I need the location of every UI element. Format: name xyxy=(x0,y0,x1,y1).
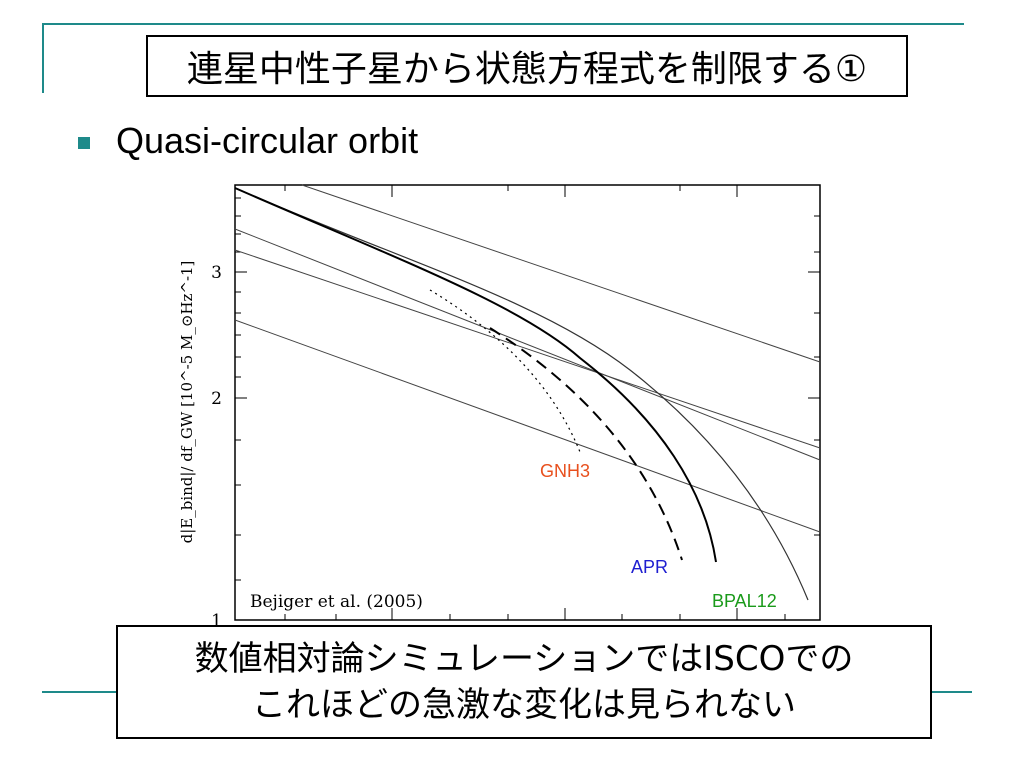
bpal12-bold-curve xyxy=(234,187,717,563)
note-box: 数値相対論シミュレーションではISCOでの これほどの急激な変化は見られない xyxy=(116,625,932,739)
note-line-2: これほどの急激な変化は見られない xyxy=(252,685,796,725)
slide-title: 連星中性子星から状態方程式を制限する① xyxy=(146,35,908,97)
apr-label: APR xyxy=(631,557,668,577)
guide-line-4 xyxy=(234,319,821,533)
x-ticks xyxy=(284,185,786,620)
y-tick-label-2: 2 xyxy=(211,389,222,409)
bullet-text: Quasi-circular orbit xyxy=(116,120,419,161)
note-line-1: 数値相対論シミュレーションではISCOでの xyxy=(194,639,854,679)
eos-curves xyxy=(234,187,809,601)
bpal12-curve xyxy=(234,187,809,601)
plot-frame xyxy=(234,184,821,621)
y-axis-label: d|E_bind|/ df_GW [10^-5 M_⊙Hz^-1] xyxy=(178,261,196,544)
slide-title-text: 連星中性子星から状態方程式を制限する① xyxy=(186,49,868,90)
bottom-rule-right xyxy=(930,691,972,693)
y-tick-label-1: 1 xyxy=(211,611,222,630)
binding-energy-chart: 3 2 1 d|E_bind|/ df_GW [10^-5 M_⊙Hz^-1] … xyxy=(178,184,821,630)
guide-line-1 xyxy=(301,184,821,363)
guide-line-2 xyxy=(234,228,821,461)
bpal12-label: BPAL12 xyxy=(712,591,777,611)
gnh3-curve xyxy=(429,289,581,453)
y-tick-label-3: 3 xyxy=(211,263,222,283)
bottom-rule-left xyxy=(42,691,118,693)
guide-lines xyxy=(234,184,821,533)
bullet-square-icon xyxy=(78,137,90,149)
y-ticks xyxy=(235,197,820,581)
citation-label: Bejiger et al. (2005) xyxy=(250,592,423,612)
top-rule xyxy=(42,23,964,25)
gnh3-label: GNH3 xyxy=(540,461,590,481)
apr-curve xyxy=(489,327,683,561)
guide-line-3 xyxy=(234,249,821,449)
left-rule xyxy=(42,23,44,93)
